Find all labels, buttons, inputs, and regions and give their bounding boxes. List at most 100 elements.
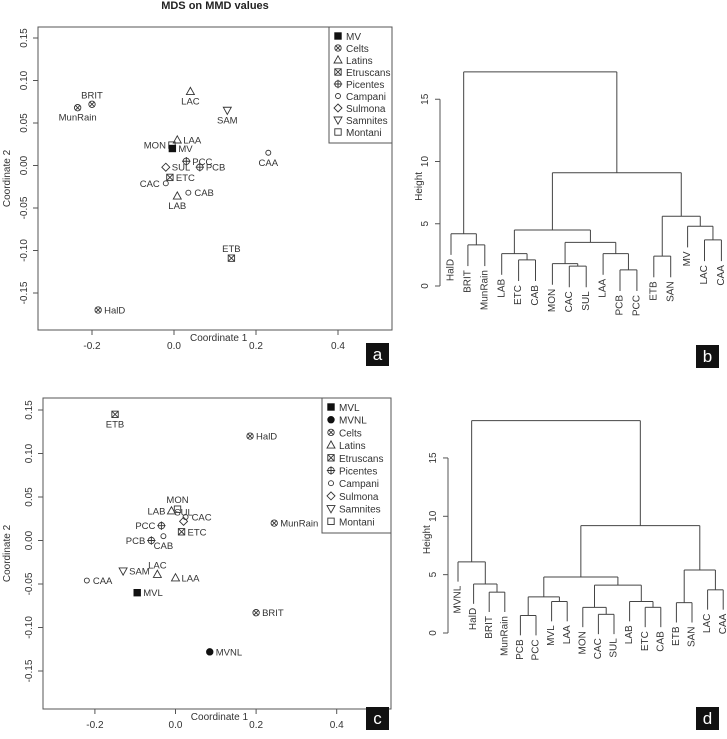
panel-label-box <box>366 343 389 366</box>
legend-label: Celts <box>339 428 362 439</box>
leaf-label-ETB: ETB <box>671 626 682 646</box>
y-tick-label: 0.00 <box>19 155 30 175</box>
point-marker <box>172 190 183 200</box>
leaf-label-MVL: MVL <box>546 625 557 646</box>
leaf-label-PCB: PCB <box>615 295 626 316</box>
point-marker <box>88 100 96 108</box>
data-point-MVNL: MVNL <box>206 647 242 658</box>
y-tick-label: -0.15 <box>24 659 35 682</box>
point-label: LAB <box>168 201 186 212</box>
legend-label: Sulmona <box>339 492 379 503</box>
point-marker <box>168 144 177 153</box>
legend-symbol <box>326 439 336 449</box>
x-tick-label: 0.4 <box>331 341 345 352</box>
point-label: MVNL <box>216 647 242 658</box>
point-marker <box>265 149 272 156</box>
legend-item-etruscans: Etruscans <box>327 454 383 465</box>
leaf-label-ETC: ETC <box>513 285 524 305</box>
data-point-SAM: SAM <box>118 566 150 577</box>
point-marker <box>162 180 169 187</box>
legend-item-samnites: Samnites <box>326 505 381 516</box>
panel-label-text: a <box>373 345 383 364</box>
x-axis-label: Coordinate 1 <box>190 333 248 344</box>
leaf-label-LAA: LAA <box>562 625 573 644</box>
point-label: CAA <box>93 576 113 587</box>
panel-label-text: c <box>373 709 382 728</box>
point-label: ETB <box>106 419 124 430</box>
point-label: PCC <box>192 157 212 168</box>
legend-label: Etruscans <box>339 454 383 465</box>
legend-label: Etruscans <box>346 68 390 79</box>
data-point-LAA: LAA <box>172 134 202 147</box>
legend-item-mvnl: MVNL <box>327 416 367 427</box>
point-marker-cross <box>89 101 95 108</box>
leaf-label-PCC: PCC <box>632 295 643 316</box>
x-tick-label: 0.2 <box>249 720 263 731</box>
point-label: HalD <box>104 306 125 317</box>
data-point-CAC: CAC <box>140 179 169 190</box>
data-point-BRIT: BRIT <box>81 90 103 108</box>
point-label: SUL <box>172 163 190 174</box>
leaf-label-BRIT: BRIT <box>484 616 495 639</box>
leaf-label-ETB: ETB <box>648 281 659 301</box>
legend-label: Samnites <box>346 116 388 127</box>
y-axis-label: Coordinate 2 <box>2 524 13 582</box>
data-point-MunRain: MunRain <box>59 104 97 124</box>
data-point-LAC: LAC <box>181 86 200 108</box>
leaf-label-MunRain: MunRain <box>499 616 510 656</box>
point-label: PCB <box>206 163 226 174</box>
legend-item-etruscans: Etruscans <box>334 68 390 79</box>
point-marker-cross <box>271 520 278 526</box>
point-marker <box>152 569 163 578</box>
x-tick-label: 0.2 <box>249 341 263 352</box>
point-label: CAC <box>192 513 212 524</box>
point-marker <box>160 533 167 540</box>
panel-label-box <box>366 707 389 730</box>
data-point-MV: MV <box>168 144 193 155</box>
y-tick-label: -0.05 <box>19 196 30 219</box>
legend-symbol <box>326 491 336 501</box>
data-point-CAA: CAA <box>259 149 279 169</box>
x-axis-label: Coordinate 1 <box>191 712 249 723</box>
leaf-label-SAN: SAN <box>665 281 676 302</box>
x-tick-label: 0.0 <box>167 341 181 352</box>
legend: MVCeltsLatinsEtruscansPicentesCampaniSul… <box>328 26 393 144</box>
data-point-HalD: HalD <box>246 432 277 443</box>
point-label: CAC <box>140 179 160 190</box>
plot-frame <box>42 397 392 710</box>
point-label: BRIT <box>262 608 284 619</box>
legend-symbol <box>327 428 335 437</box>
point-label: LAA <box>183 136 202 147</box>
y-tick-label: 0.05 <box>24 487 35 507</box>
data-point-MunRain: MunRain <box>270 519 318 530</box>
scatter-panel-c: -0.2 0.0 0.2 0.4 -0.15 -0.10 -0.05 0.00 0.05 0.10… <box>2 397 392 731</box>
legend-item-celts: Celts <box>327 428 362 439</box>
legend-symbol <box>333 116 343 126</box>
data-point-LAB: LAB <box>168 190 186 212</box>
data-point-PCB: PCB <box>126 536 156 547</box>
point-label: MV <box>178 144 193 155</box>
data-point-SUL: SUL <box>174 507 193 526</box>
legend-symbol-cross <box>335 45 341 51</box>
legend-label: Montani <box>346 128 382 139</box>
point-marker <box>182 514 189 520</box>
legend-label: MVNL <box>339 416 367 427</box>
point-marker <box>133 589 141 597</box>
leaf-label-SUL: SUL <box>581 291 592 311</box>
leaf-label-CAC: CAC <box>593 638 604 659</box>
legend-item-celts: Celts <box>334 44 369 55</box>
panel-label-a: a <box>366 343 389 366</box>
point-marker <box>177 528 186 536</box>
leaf-label-HalD: HalD <box>446 259 457 281</box>
panel-label-c: c <box>366 707 389 730</box>
legend-symbol <box>335 93 341 99</box>
y-tick-label: 0.15 <box>24 400 35 420</box>
point-label: SAM <box>129 566 150 577</box>
leaf-label-MVNL: MVNL <box>453 585 464 613</box>
data-point-HalD: HalD <box>94 306 125 317</box>
legend-label: MVL <box>339 403 360 414</box>
panel-label-box <box>696 707 719 730</box>
y-tick-label: -0.10 <box>24 616 35 639</box>
legend-item-latins: Latins <box>333 54 373 67</box>
